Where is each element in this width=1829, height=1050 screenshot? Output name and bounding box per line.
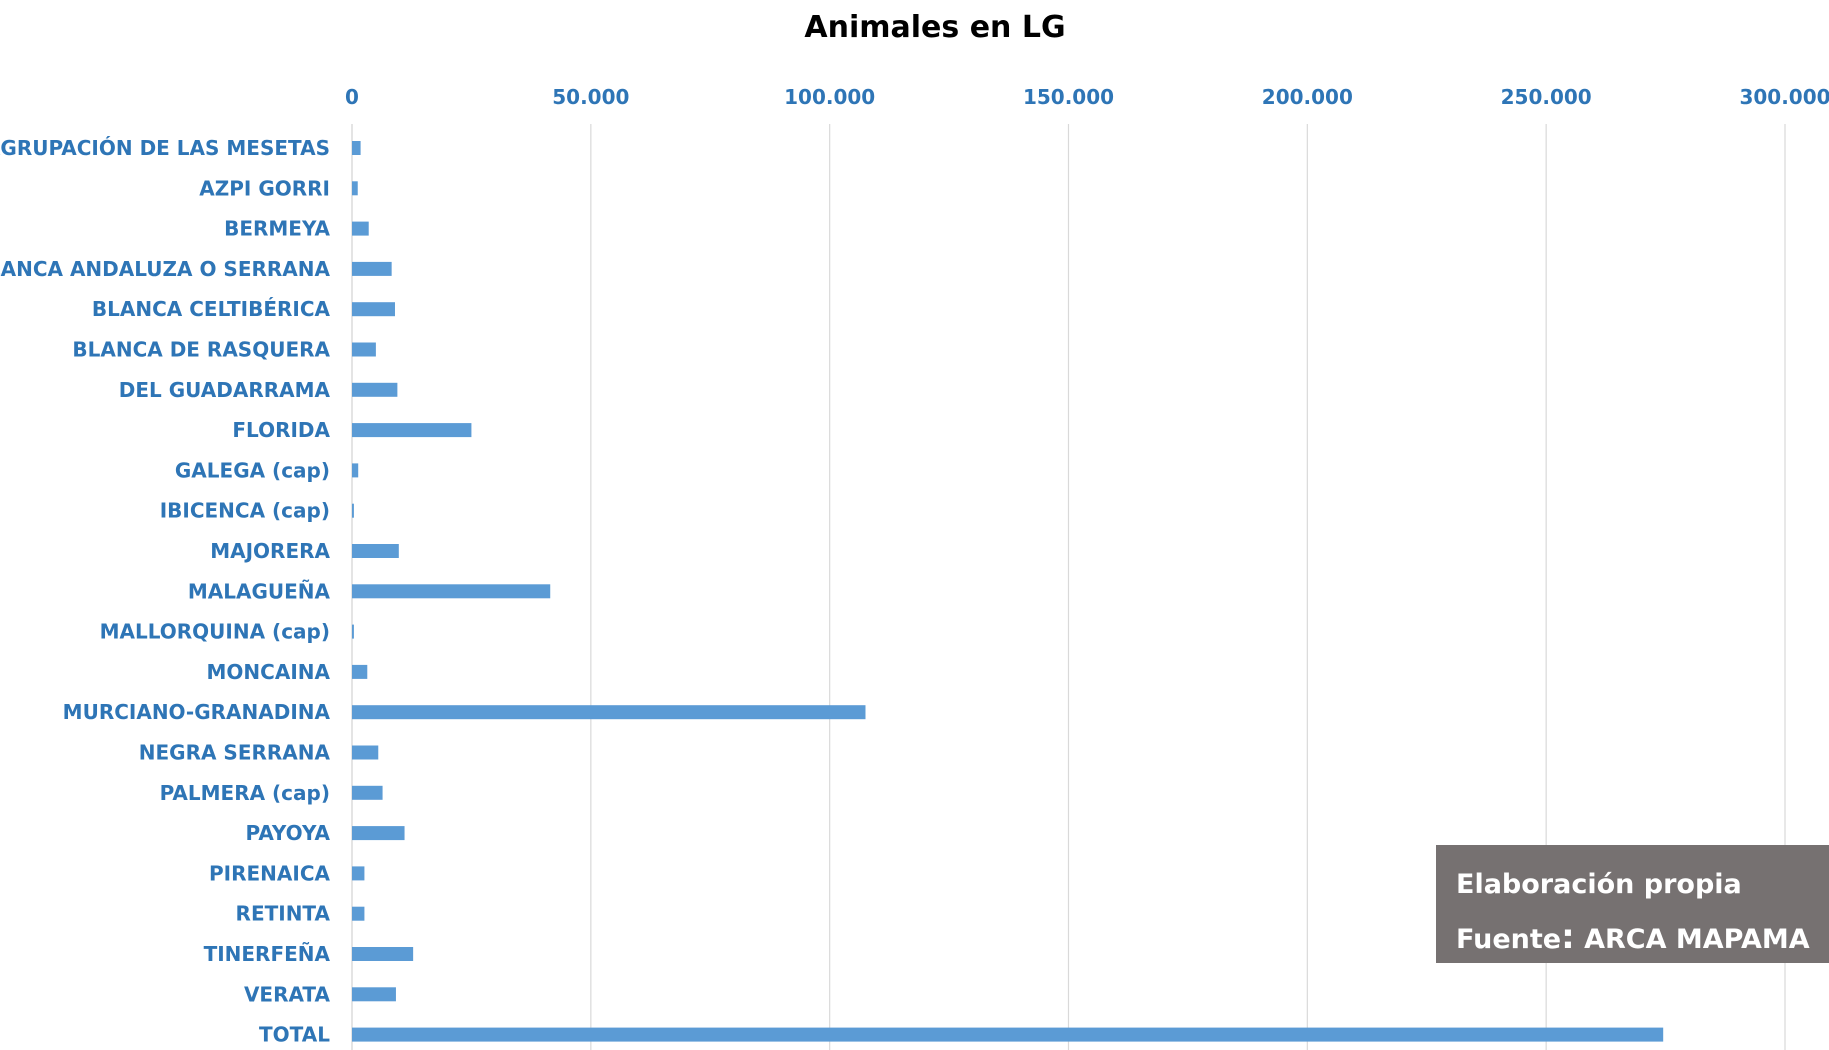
category-label: DEL GUADARRAMA (119, 378, 331, 402)
bar (352, 463, 358, 477)
category-labels: AGRUPACIÓN DE LAS MESETAS AZPI GORRI BERME… (0, 136, 331, 1047)
x-tick-label: 50.000 (552, 85, 629, 109)
bar (352, 947, 413, 961)
source-label: Fuente (1456, 924, 1561, 955)
bar (352, 222, 369, 236)
bar (352, 826, 405, 840)
bar (352, 625, 354, 639)
bar (352, 423, 471, 437)
category-label: RETINTA (236, 902, 331, 926)
category-label: PALMERA (cap) (160, 781, 330, 805)
category-label: TINERFEÑA (204, 942, 331, 966)
bar (352, 987, 396, 1001)
category-label: MONCAINA (207, 660, 331, 684)
category-label: MURCIANO-GRANADINA (63, 700, 331, 724)
source-line-elaboracion: Elaboración propia (1456, 858, 1829, 911)
x-axis-tick-labels: 0 50.000 100.000 150.000 200.000 250.000 300.0… (345, 85, 1829, 109)
x-tick-label: 100.000 (784, 85, 875, 109)
category-label: BERMEYA (224, 217, 330, 241)
chart-title: Animales en LG (804, 10, 1065, 45)
category-label: GALEGA (cap) (175, 458, 330, 482)
category-label: BLANCA CELTIBÉRICA (92, 297, 331, 321)
bar (352, 665, 367, 679)
bar (352, 262, 392, 276)
source-name: ARCA MAPAMA (1584, 924, 1810, 955)
category-label: BLANCA ANDALUZA O SERRANA (0, 257, 331, 281)
bar (352, 746, 378, 760)
category-label: AGRUPACIÓN DE LAS MESETAS (0, 136, 330, 160)
source-colon: : (1561, 917, 1575, 957)
category-label: TOTAL (259, 1023, 330, 1047)
x-tick-label: 300.000 (1739, 85, 1829, 109)
category-label: MAJORERA (210, 539, 330, 563)
category-label: AZPI GORRI (199, 176, 330, 200)
bar (352, 786, 383, 800)
bar (352, 705, 865, 719)
category-label: VERATA (244, 982, 331, 1006)
bar (352, 383, 397, 397)
bar (352, 181, 358, 195)
category-label: BLANCA DE RASQUERA (72, 338, 330, 362)
category-label: MALAGUEÑA (188, 579, 331, 603)
x-tick-label: 250.000 (1501, 85, 1592, 109)
x-tick-label: 200.000 (1262, 85, 1353, 109)
bar (352, 1028, 1663, 1042)
category-label: NEGRA SERRANA (139, 741, 331, 765)
bar (352, 544, 399, 558)
bar (352, 584, 550, 598)
bar (352, 866, 364, 880)
category-label: FLORIDA (232, 418, 330, 442)
source-line-fuente: Fuente: ARCA MAPAMA (1456, 911, 1829, 966)
category-label: PIRENAICA (209, 861, 330, 885)
bar (352, 343, 376, 357)
category-label: MALLORQUINA (cap) (100, 620, 330, 644)
bar (352, 504, 354, 518)
source-box: Elaboración propia Fuente: ARCA MAPAMA (1436, 845, 1829, 963)
x-tick-label: 150.000 (1023, 85, 1114, 109)
category-label: PAYOYA (246, 821, 331, 845)
x-tick-label: 0 (345, 85, 359, 109)
bar (352, 907, 364, 921)
category-label: IBICENCA (cap) (160, 499, 330, 523)
bar (352, 302, 395, 316)
bar (352, 141, 361, 155)
